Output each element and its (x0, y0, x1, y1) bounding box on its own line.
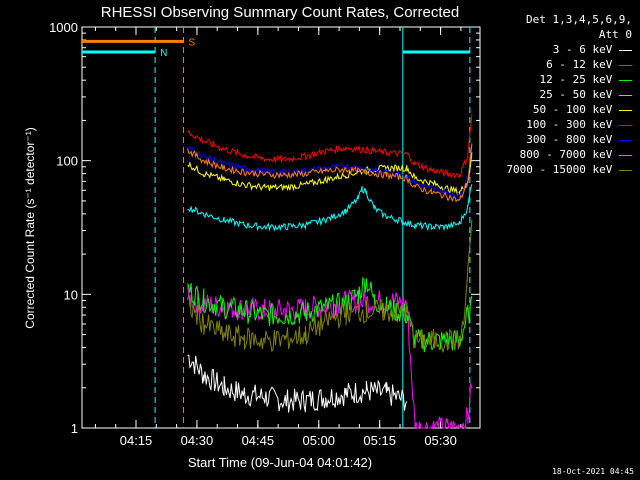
series-line (187, 276, 473, 353)
legend-label: 7000 - 15000 keV (506, 163, 619, 176)
series-line (187, 143, 473, 200)
legend-swatch (619, 124, 632, 126)
series-line (187, 285, 473, 430)
legend-attenuator: Att 0 (598, 28, 632, 41)
legend-item: 3 - 6 keV (506, 42, 632, 57)
flag-label: S (189, 37, 196, 48)
legend-label: 300 - 800 keV (526, 133, 619, 146)
series-line (187, 184, 473, 232)
x-tick-label: 05:30 (424, 433, 457, 448)
legend-item: 12 - 25 keV (506, 72, 632, 87)
legend-label: 25 - 50 keV (539, 88, 619, 101)
legend-swatch (619, 109, 632, 111)
y-tick-label: 1 (71, 421, 78, 436)
legend-item: 25 - 50 keV (506, 87, 632, 102)
y-axis-label: Corrected Count Rate (s⁻¹ detector⁻¹) (23, 127, 37, 328)
legend-item: 800 - 7000 keV (506, 147, 632, 162)
y-tick-label: 10 (64, 287, 78, 302)
legend-label: 800 - 7000 keV (519, 148, 619, 161)
series-line (187, 354, 408, 413)
x-tick-label: 04:15 (120, 433, 153, 448)
legend-swatch (619, 79, 632, 81)
generated-timestamp: 18-Oct-2021 04:45 (552, 467, 634, 476)
legend-swatch (619, 64, 632, 66)
x-tick-label: 05:00 (302, 433, 335, 448)
legend-item: 7000 - 15000 keV (506, 162, 632, 177)
legend-label: 100 - 300 keV (526, 118, 619, 131)
legend-label: 3 - 6 keV (552, 43, 619, 56)
y-tick-label: 100 (56, 154, 78, 169)
x-tick-label: 04:45 (242, 433, 275, 448)
legend-item: 6 - 12 keV (506, 57, 632, 72)
x-axis-label: Start Time (09-Jun-04 04:01:42) (188, 455, 372, 470)
y-tick-label: 1000 (49, 20, 78, 35)
legend-swatch (619, 169, 632, 171)
legend-swatch (619, 49, 632, 51)
legend-items: 3 - 6 keV 6 - 12 keV 12 - 25 keV 25 - 50… (506, 42, 632, 177)
chart-title: RHESSI Observing Summary Count Rates, Co… (101, 4, 459, 21)
legend-label: 6 - 12 keV (546, 58, 619, 71)
legend-item: 100 - 300 keV (506, 117, 632, 132)
x-tick-label: 05:15 (363, 433, 396, 448)
series-line (187, 152, 473, 197)
legend: Det 1,3,4,5,6,9, Att 0 3 - 6 keV 6 - 12 … (506, 12, 632, 177)
x-tick-label: 04:30 (181, 433, 214, 448)
plot-frame (81, 26, 481, 429)
legend-label: 12 - 25 keV (539, 73, 619, 86)
series-line (187, 143, 473, 203)
legend-item: 50 - 100 keV (506, 102, 632, 117)
plot-area: 1 10 100 1000 04:15 04:30 04:45 05:00 05:15 05:30… (49, 20, 481, 448)
legend-title: Det 1,3,4,5,6,9, (526, 13, 632, 26)
legend-swatch (619, 154, 632, 156)
series-line (187, 114, 473, 179)
legend-label: 50 - 100 keV (532, 103, 619, 116)
legend-item: 300 - 800 keV (506, 132, 632, 147)
legend-swatch (619, 94, 632, 96)
legend-swatch (619, 139, 632, 141)
series-line (187, 219, 473, 353)
flag-label: N (160, 48, 167, 59)
